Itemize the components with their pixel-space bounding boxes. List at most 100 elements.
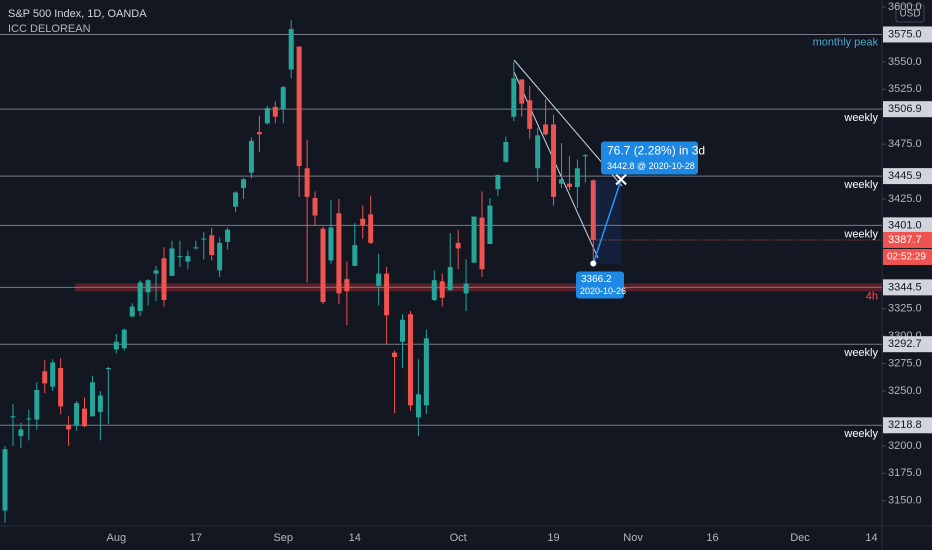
y-tick-label: 3525.0 [888,83,922,95]
level-note: weekly [843,179,878,191]
candle-body [209,235,215,255]
x-tick-label: 19 [547,532,559,544]
level-label-box [883,101,932,118]
candle-body [74,403,80,426]
candle-body [137,282,143,311]
level-note: 4h [866,290,878,302]
level-label: 3292.7 [888,338,922,350]
candle-body [384,273,390,316]
y-tick-label: 3150.0 [888,495,922,507]
candle-body [328,227,334,261]
candle-body [50,362,56,387]
level-label: 3575.0 [888,28,922,40]
candle-body [169,248,175,276]
y-tick-label: 3475.0 [888,138,922,150]
measure-box [601,141,698,175]
x-tick-label: 16 [706,532,718,544]
level-label: 3344.5 [888,281,922,293]
level-label-box [883,279,932,296]
candle-body [42,371,48,384]
y-tick-label: 3425.0 [888,193,922,205]
level-label-box [883,26,932,43]
candle-body [121,329,127,349]
level-label: 3401.0 [888,219,922,231]
candle-body [344,279,350,292]
candle-body [304,168,310,197]
candle-body [503,141,509,162]
level-label-box [883,336,932,353]
level-label: 3218.8 [888,419,922,431]
candle-body [272,106,278,117]
measure-start-date: 2020-10-26 [580,286,626,296]
candle-body [439,281,445,298]
measure-start-box [576,271,624,299]
candle-body [415,394,421,418]
candle-body [551,124,557,197]
candle-body [590,180,596,240]
candle-body [423,338,429,406]
candle-body [193,247,199,249]
x-tick-label: Oct [450,532,467,544]
level-label: 3445.9 [888,170,922,182]
candle-body [312,197,318,216]
candle-body [97,395,103,412]
candle-body [129,306,135,317]
candle-body [559,179,564,184]
currency-box[interactable] [895,4,925,23]
candle-body [447,267,453,291]
candle-body [407,314,413,406]
last-price-label: 3387.7 [888,234,922,246]
candle-body [471,216,477,263]
x-tick-label: Aug [107,532,127,544]
currency[interactable]: USD [899,9,920,20]
candle-body [455,242,461,249]
candle-body [82,408,87,427]
candle-body [58,368,64,407]
candle-body [296,46,302,167]
candle-body [66,425,72,430]
candle-body [217,242,223,271]
candle-body [368,214,374,243]
candle-body [225,229,231,242]
last-price-box [883,231,932,248]
level-note: weekly [843,112,878,124]
x-tick-label: Nov [623,532,643,544]
candle-body [376,273,382,286]
measure-start [590,260,597,267]
candle-body [89,382,95,417]
indicator-name: ICC DELOREAN [8,23,91,35]
candle-body [519,79,525,104]
candle-body [2,449,8,511]
measure-label: 76.7 (2.28%) in 3d [607,144,705,158]
candle-body [535,135,541,169]
x-tick-label: 14 [865,532,877,544]
measure-end [615,173,627,186]
candle-body [479,217,485,270]
level-note: weekly [843,347,878,359]
candle-body [185,256,191,262]
countdown: 02:52:29 [887,252,926,263]
candle-body [34,389,40,420]
candle-body [336,213,342,294]
x-tick-label: Sep [273,532,293,544]
y-tick-label: 3275.0 [888,358,922,370]
candle-body [105,368,111,370]
candle-body [256,132,262,135]
candle-body [511,78,517,117]
chart-title: S&P 500 Index, 1D, OANDA [8,8,147,20]
y-tick-label: 3550.0 [888,56,922,68]
y-tick-label: 3600.0 [888,1,922,13]
measure-start-price: 3366.2 [581,274,612,285]
candle-body [145,280,151,293]
overlay: 76.7 (2.28%) in 3d 3442.8 @ 2020-10-28 336… [576,141,882,299]
candle-body [233,192,239,207]
candle-body [201,238,207,240]
candle-body [392,352,398,358]
candle-body [280,87,286,110]
candle-body [161,258,167,300]
candle-body [582,155,588,157]
x-tick-label: 17 [190,532,202,544]
candle-body [288,28,294,70]
